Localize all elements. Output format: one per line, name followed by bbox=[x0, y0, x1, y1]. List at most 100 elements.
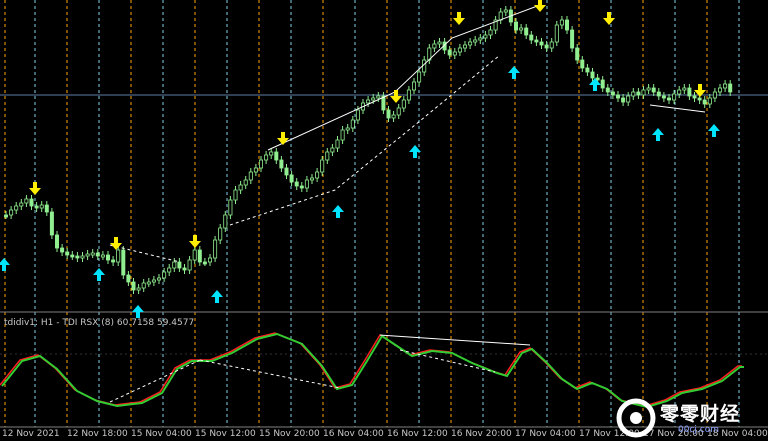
candle-body bbox=[279, 159, 284, 169]
candle-body bbox=[661, 95, 666, 99]
candle-body bbox=[437, 41, 442, 45]
arrow-up-icon bbox=[409, 145, 421, 158]
candle-body bbox=[462, 44, 467, 49]
candle-body bbox=[432, 43, 437, 49]
candle-body bbox=[411, 81, 416, 91]
candle-body bbox=[386, 109, 391, 119]
trend-line bbox=[229, 54, 501, 226]
candle-body bbox=[651, 87, 656, 93]
candle-body bbox=[667, 97, 672, 101]
candle-body bbox=[473, 39, 478, 43]
candle-body bbox=[228, 199, 233, 216]
candle-body bbox=[549, 41, 554, 49]
candle-body bbox=[182, 267, 187, 271]
candle-body bbox=[417, 71, 422, 83]
arrow-up-icon bbox=[708, 124, 720, 137]
candle-body bbox=[116, 249, 121, 263]
candle-body bbox=[503, 9, 508, 13]
candle-body bbox=[636, 91, 641, 96]
candle-body bbox=[248, 171, 253, 181]
arrow-up-icon bbox=[211, 290, 223, 303]
candle-body bbox=[621, 97, 626, 103]
candle-body bbox=[243, 179, 248, 186]
trend-line bbox=[267, 4, 541, 151]
candle-body bbox=[672, 93, 677, 101]
candle-body bbox=[376, 95, 381, 99]
candle-body bbox=[106, 254, 111, 261]
candle-body bbox=[610, 91, 615, 96]
arrow-up-icon bbox=[508, 66, 520, 79]
candle-body bbox=[70, 254, 75, 258]
candle-body bbox=[335, 139, 340, 149]
trend-line bbox=[109, 244, 181, 263]
candle-body bbox=[65, 251, 70, 256]
candle-body bbox=[554, 24, 559, 43]
arrow-down-icon bbox=[277, 132, 289, 145]
candle-body bbox=[156, 277, 161, 281]
candle-body bbox=[55, 234, 60, 249]
candle-body bbox=[631, 91, 636, 97]
candle-body bbox=[590, 71, 595, 79]
watermark: 零零财经 00cj.com bbox=[612, 396, 768, 441]
candle-body bbox=[580, 59, 585, 69]
candle-body bbox=[60, 247, 65, 253]
candle-body bbox=[95, 252, 100, 257]
candle-body bbox=[19, 202, 24, 207]
arrow-up-icon bbox=[0, 258, 10, 271]
arrow-up-icon bbox=[132, 305, 144, 318]
arrow-down-icon bbox=[534, 0, 546, 12]
candle-body bbox=[544, 44, 549, 49]
candle-body bbox=[447, 49, 452, 56]
candle-body bbox=[218, 227, 223, 241]
candle-body bbox=[340, 129, 345, 141]
time-tick: 17 Nov 04:00 bbox=[515, 429, 576, 439]
candle-body bbox=[514, 21, 519, 31]
candle-body bbox=[493, 19, 498, 31]
candle-body bbox=[238, 184, 243, 191]
arrow-up-icon bbox=[332, 205, 344, 218]
candle-body bbox=[692, 95, 697, 99]
candle-body bbox=[146, 281, 151, 285]
candle-body bbox=[728, 83, 733, 93]
candle-body bbox=[707, 97, 712, 105]
candle-body bbox=[207, 257, 212, 263]
candle-body bbox=[702, 99, 707, 105]
candle-body bbox=[49, 211, 54, 236]
time-tick: 15 Nov 12:00 bbox=[195, 429, 256, 439]
tdi-rsi-line bbox=[1, 332, 744, 409]
candle-body bbox=[478, 37, 483, 41]
candle-body bbox=[687, 87, 692, 97]
candle-body bbox=[299, 185, 304, 189]
divergence-line bbox=[399, 349, 496, 373]
candle-body bbox=[355, 109, 360, 121]
candle-body bbox=[141, 282, 146, 289]
arrow-up-icon bbox=[589, 78, 601, 91]
candle-body bbox=[712, 91, 717, 99]
candle-body bbox=[605, 87, 610, 93]
candle-body bbox=[600, 79, 605, 89]
candle-body bbox=[90, 252, 95, 256]
candle-body bbox=[452, 51, 457, 56]
arrow-down-icon bbox=[29, 182, 41, 195]
candle-body bbox=[616, 94, 621, 99]
candle-body bbox=[575, 47, 580, 61]
candle-body bbox=[162, 271, 167, 279]
candle-body bbox=[197, 249, 202, 263]
time-tick: 15 Nov 20:00 bbox=[259, 429, 320, 439]
time-tick: 18 Nov 04:00 bbox=[707, 429, 768, 439]
candle-body bbox=[371, 97, 376, 101]
candle-body bbox=[177, 261, 182, 269]
candle-body bbox=[233, 189, 238, 201]
arrow-down-icon bbox=[694, 84, 706, 97]
candle-body bbox=[350, 119, 355, 129]
candle-body bbox=[9, 209, 14, 216]
candle-body bbox=[85, 253, 90, 257]
candle-body bbox=[75, 255, 80, 259]
candle-body bbox=[253, 167, 258, 173]
candle-body bbox=[315, 171, 320, 179]
candle-body bbox=[529, 34, 534, 41]
candle-body bbox=[320, 159, 325, 173]
candle-body bbox=[294, 181, 299, 187]
